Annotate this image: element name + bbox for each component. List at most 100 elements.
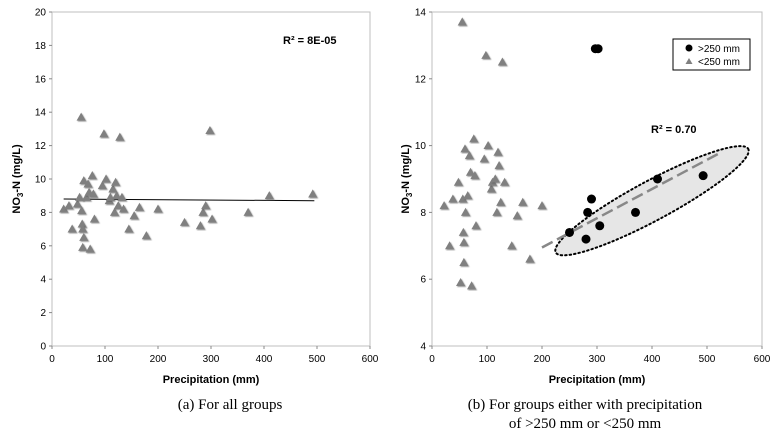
chart-b-y-tick-label-3: 10 xyxy=(415,141,427,152)
chart-b-point-s1-5 xyxy=(457,17,467,26)
chart-a-caption: (a) For all groups xyxy=(177,397,283,413)
chart-b-point-s0-7 xyxy=(631,207,640,217)
chart-a-point-s0-25 xyxy=(109,207,120,216)
chart-a-point-s0-16 xyxy=(87,171,97,180)
chart-a-point-s0-27 xyxy=(112,191,122,200)
chart-b-y-ticks: 4 6 8 10 12 14 xyxy=(415,8,432,353)
chart-b-point-s1-1 xyxy=(445,241,455,250)
chart-b-point-s1-4 xyxy=(456,277,466,286)
chart-a-point-s0-6 xyxy=(77,206,87,215)
chart-b-point-s1-7 xyxy=(458,227,468,236)
chart-a-point-s0-38 xyxy=(195,221,205,230)
chart-a-trendline-line xyxy=(63,198,315,202)
chart-b-y-label: NO3-N (mg/L) xyxy=(400,144,414,214)
chart-b-point-s1-15 xyxy=(467,281,477,290)
chart-b-ellipse xyxy=(554,145,750,257)
chart-b-point-s1-25 xyxy=(492,207,502,216)
chart-b-point-s1-13 xyxy=(464,151,474,160)
chart-a-y-tick-label-1: 2 xyxy=(40,308,46,319)
chart-b-point-s1-27 xyxy=(494,161,504,170)
chart-a-point-s0-7 xyxy=(77,219,87,228)
chart-b-legend-box xyxy=(672,38,751,71)
chart-b-x-label: Precipitation (mm) xyxy=(549,374,646,386)
chart-b-x-tick-label-4: 400 xyxy=(644,354,661,365)
chart-b-point-s1-21 xyxy=(483,141,493,150)
chart-a-y-tick-label-6: 12 xyxy=(35,141,47,152)
chart-b-point-s1-17 xyxy=(470,171,480,180)
chart-a-x-tick-label-6: 600 xyxy=(362,354,379,365)
chart-b-point-s1-30 xyxy=(500,177,510,186)
chart-a-point-s0-4 xyxy=(74,192,85,201)
chart-b-point-s0-8 xyxy=(653,174,662,184)
chart-b-y-label-rest: -N (mg/L) xyxy=(400,144,412,193)
chart-a-point-s0-2 xyxy=(67,224,77,233)
chart-b-caption-line-1: (b) For groups either with precipitation xyxy=(467,397,703,413)
chart-b-point-s1-11 xyxy=(460,207,471,216)
chart-a-y-tick-label-8: 16 xyxy=(35,74,47,85)
chart-a-point-s0-45 xyxy=(308,189,318,198)
chart-b-x-tick-label-2: 200 xyxy=(534,354,551,365)
chart-b-legend: >250 mm <250 mm xyxy=(672,38,751,71)
chart-b-point-s1-28 xyxy=(496,197,506,206)
chart-b-point-s0-9 xyxy=(698,171,708,181)
chart-a-point-s0-35 xyxy=(141,231,151,240)
chart-a-point-s0-20 xyxy=(99,129,109,138)
chart-a-y-label-main: NO xyxy=(11,197,23,214)
chart-a-point-s0-19 xyxy=(97,181,107,190)
chart-b-point-s1-29 xyxy=(497,57,507,66)
chart-a: 0 2 4 6 8 10 12 14 16 18 20 0 100 200 300 400 500 600 R²… xyxy=(11,8,379,387)
chart-a-trendline xyxy=(63,198,315,202)
chart-a-point-s0-15 xyxy=(85,244,95,253)
chart-a-point-s0-0 xyxy=(59,204,69,213)
chart-a-point-s0-26 xyxy=(111,177,121,186)
chart-b-point-s0-2 xyxy=(583,207,593,217)
chart-a-y-label: NO3-N (mg/L) xyxy=(11,144,25,214)
chart-b-legend-marker-1 xyxy=(685,58,693,64)
chart-b-point-s0-5 xyxy=(593,44,603,54)
chart-a-point-s0-30 xyxy=(117,192,127,201)
chart-b-point-s1-10 xyxy=(460,144,470,153)
chart-b-point-s0-6 xyxy=(595,221,605,231)
chart-b-y-tick-label-1: 6 xyxy=(420,275,426,286)
chart-b-point-s1-18 xyxy=(471,221,481,230)
chart-b-point-s1-2 xyxy=(448,194,458,203)
chart-b-point-s1-12 xyxy=(463,191,473,200)
chart-b-caption: (b) For groups either with precipitation… xyxy=(420,396,750,434)
chart-a-point-s0-39 xyxy=(198,207,208,216)
chart-b-point-s1-22 xyxy=(486,184,496,193)
chart-a-point-s0-10 xyxy=(79,176,89,185)
chart-b-point-s1-16 xyxy=(469,134,479,143)
chart-b-point-s1-34 xyxy=(525,254,535,263)
chart-a-annotation: R² = 8E-05 xyxy=(283,35,337,47)
chart-b-y-tick-label-4: 12 xyxy=(415,74,427,85)
chart-b-y-label-main: NO xyxy=(400,197,412,214)
chart-b-point-s1-3 xyxy=(453,177,463,186)
chart-a-point-s0-40 xyxy=(201,201,211,210)
chart-b-y-tick-label-2: 8 xyxy=(420,208,426,219)
chart-a-y-tick-label-10: 20 xyxy=(35,8,47,19)
chart-a-y-tick-label-9: 18 xyxy=(35,41,47,52)
chart-a-point-s0-21 xyxy=(101,174,111,183)
chart-a-x-label: Precipitation (mm) xyxy=(163,374,260,386)
chart-a-x-tick-label-1: 100 xyxy=(97,354,114,365)
chart-a-y-label-sub: 3 xyxy=(16,192,25,197)
chart-a-point-s0-29 xyxy=(115,132,125,141)
chart-a-point-s0-18 xyxy=(89,214,99,223)
chart-b-x-tick-label-6: 600 xyxy=(754,354,771,365)
chart-b-point-s0-0 xyxy=(565,227,574,237)
chart-a-point-s0-44 xyxy=(264,191,274,200)
chart-a-x-ticks: 0 100 200 300 400 500 600 xyxy=(49,346,379,365)
chart-b-point-s1-6 xyxy=(458,194,468,203)
chart-b-point-s1-9 xyxy=(459,257,469,266)
chart-b-points xyxy=(439,17,708,290)
chart-a-x-tick-label-2: 200 xyxy=(150,354,167,365)
chart-b-y-label-sub: 3 xyxy=(405,192,414,197)
chart-a-x-tick-label-0: 0 xyxy=(49,354,55,365)
chart-a-point-s0-43 xyxy=(243,207,253,216)
chart-b-point-s0-1 xyxy=(581,234,591,244)
chart-b-point-s1-26 xyxy=(493,147,503,156)
chart-b-ellipse-shape xyxy=(554,145,750,257)
chart-a-point-s0-1 xyxy=(64,201,74,210)
chart-b-x-tick-label-0: 0 xyxy=(429,354,435,365)
chart-a-point-s0-36 xyxy=(153,204,163,213)
